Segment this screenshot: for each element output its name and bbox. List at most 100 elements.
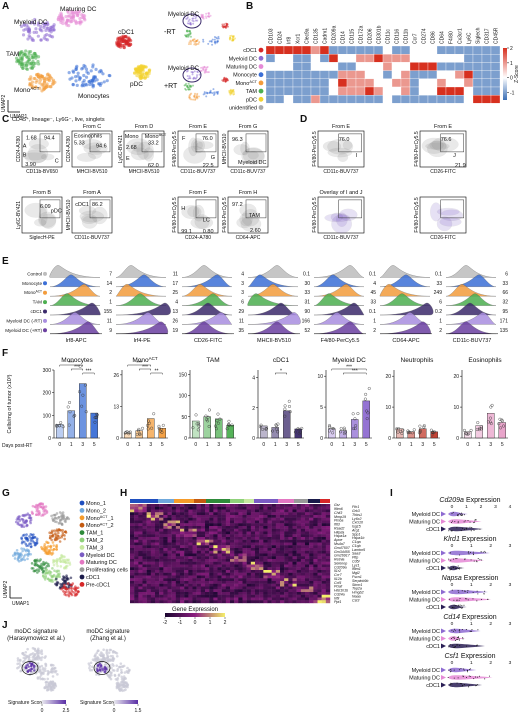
cell-dot <box>479 528 481 530</box>
heat-cell <box>159 597 164 601</box>
heat-cell <box>300 564 306 568</box>
cell-dot <box>49 681 52 684</box>
heat-cell <box>175 506 181 510</box>
heat-cell <box>188 526 193 529</box>
heat-cell <box>138 528 143 532</box>
colorbar-tick-label: 0 <box>194 620 197 626</box>
cell-dot <box>90 668 94 672</box>
heat-cell <box>213 526 218 529</box>
heat-cell <box>134 512 139 516</box>
heat-cell <box>305 506 310 510</box>
heat-cell <box>418 54 429 63</box>
heat-cell <box>275 586 281 590</box>
cell-dot <box>63 579 67 583</box>
cell-dot <box>114 651 117 654</box>
cell-dot <box>53 538 57 542</box>
cell-dot <box>30 663 34 666</box>
group-label: cDC1 <box>426 605 440 611</box>
heat-cell <box>288 589 293 593</box>
heat-cell <box>246 517 252 521</box>
heat-cell <box>180 506 185 510</box>
heat-cell <box>200 586 206 590</box>
heat-cell <box>209 545 214 549</box>
cell-dot <box>465 528 467 530</box>
heat-cell <box>255 589 260 593</box>
heat-cell <box>159 504 164 507</box>
heat-cell <box>217 581 222 584</box>
heat-cell <box>275 564 281 568</box>
heat-cell <box>284 517 289 521</box>
heat-cell <box>263 575 268 579</box>
gate-label: cDC1 <box>75 202 89 208</box>
cell-dot <box>186 84 189 87</box>
heat-cell <box>188 589 193 593</box>
cell-dot <box>469 630 471 632</box>
mfi-value: 2 <box>373 328 376 334</box>
mfi-value: 11 <box>173 271 178 277</box>
heat-cell <box>313 581 318 584</box>
cell-dot <box>457 514 459 516</box>
heat-cell <box>188 506 193 510</box>
heat-cell <box>134 575 139 579</box>
cell-dot <box>49 545 53 549</box>
heat-cell <box>196 539 202 543</box>
heat-cell <box>321 537 327 540</box>
heat-cell <box>292 534 297 538</box>
heat-cell <box>301 54 312 63</box>
cell-dot <box>211 92 214 95</box>
cell-dot <box>469 551 471 553</box>
heat-cell <box>213 556 218 560</box>
heat-cell <box>275 594 281 598</box>
heat-cell <box>288 542 293 546</box>
mfi-value: 135 <box>500 328 509 334</box>
heat-cell <box>300 575 306 579</box>
cell-dot <box>103 668 107 671</box>
heat-cell <box>267 600 272 604</box>
heat-cell <box>150 526 156 529</box>
heat-cell <box>221 567 227 571</box>
heat-cell <box>175 523 181 527</box>
cell-dot <box>13 551 17 555</box>
heat-cell <box>436 86 447 96</box>
heat-cell <box>146 523 152 527</box>
heat-cell <box>205 581 210 584</box>
heat-cell <box>309 539 314 543</box>
heat-cell <box>292 556 297 560</box>
cell-dot <box>78 22 82 26</box>
heat-cell <box>288 581 293 584</box>
axis-tick-label: 0 <box>451 660 454 666</box>
mfi-value: 166 <box>302 318 311 324</box>
legend-label: TAM_2 <box>86 538 103 544</box>
cell-dot <box>448 530 450 532</box>
heat-cell <box>472 86 483 96</box>
heat-cell <box>167 597 172 601</box>
heat-cell <box>134 561 139 565</box>
data-point <box>123 431 127 435</box>
heat-cell <box>319 95 330 104</box>
heat-cell <box>280 526 285 529</box>
heat-cell <box>246 534 252 538</box>
heat-cell <box>163 592 168 595</box>
heat-cell <box>155 567 160 571</box>
heat-cell <box>296 504 302 507</box>
heat-cell <box>213 578 218 582</box>
mfi-value: 66 <box>502 290 508 296</box>
heat-cell <box>192 556 197 560</box>
heat-cell <box>196 542 202 546</box>
heat-cell <box>205 539 210 543</box>
cell-dot <box>207 42 210 45</box>
cell-dot <box>465 628 467 630</box>
cell-dot <box>479 558 481 560</box>
heat-cell <box>263 594 268 598</box>
heat-cell <box>234 600 239 604</box>
cell-dot <box>43 656 47 659</box>
heat-cell <box>337 86 348 96</box>
histogram <box>445 265 497 278</box>
heat-cell <box>275 528 281 532</box>
cell-dot <box>25 67 29 71</box>
x-tick-label: 3 <box>149 442 152 448</box>
heat-cell <box>325 520 331 524</box>
text-part: ACT <box>30 86 39 91</box>
marker-label: F4/80-PerCy5.5 <box>321 338 360 344</box>
heat-cell <box>317 594 322 598</box>
